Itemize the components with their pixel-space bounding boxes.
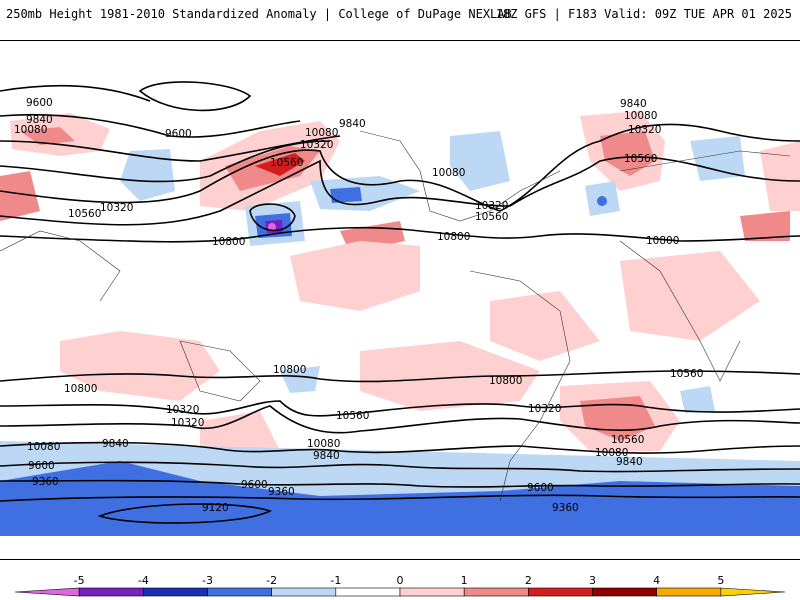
contour-label: 10320 (475, 200, 508, 212)
contour-label: 10800 (273, 364, 306, 376)
contour-label: 10800 (646, 235, 679, 247)
contour-label: 9360 (552, 502, 579, 514)
contour-label: 9360 (32, 476, 59, 488)
colorbar-swatches (14, 587, 786, 597)
contour-label: 10560 (68, 208, 101, 220)
colorbar-labels: -5 -4 -3 -2 -1 0 1 2 3 4 5 (74, 574, 725, 587)
colorbar-tick-label: 4 (653, 574, 660, 587)
contour-label: 10560 (670, 368, 703, 380)
contour-label: 9120 (202, 502, 229, 514)
contour-label: 10800 (437, 231, 470, 243)
colorbar-tick-label: 3 (589, 574, 596, 587)
contour-label: 10080 (624, 110, 657, 122)
coastlines (0, 130, 791, 502)
negative-anomaly-shading (0, 131, 800, 536)
colorbar-swatch (78, 587, 144, 597)
contour-label: 10320 (528, 403, 561, 415)
contour-label: 10800 (212, 236, 245, 248)
colorbar-swatch (656, 587, 722, 597)
contour-label: 10560 (475, 211, 508, 223)
contour-label: 10080 (27, 441, 60, 453)
contour-label: 10320 (171, 417, 204, 429)
contour-label: 10080 (307, 438, 340, 450)
contour-label: 10800 (64, 383, 97, 395)
colorbar-swatch (720, 587, 786, 597)
colorbar-swatch (528, 587, 593, 597)
run-info: 18Z GFS | F183 Valid: 09Z TUE APR 01 202… (495, 7, 792, 21)
contour-label: 9840 (620, 98, 647, 110)
contour-label: 10560 (270, 157, 303, 169)
colorbar-swatch (207, 587, 272, 597)
colorbar-swatch (14, 587, 80, 597)
contour-label: 10320 (300, 139, 333, 151)
contour-label: 9600 (241, 479, 268, 491)
colorbar-scale: -5 -4 -3 -2 -1 0 1 2 3 4 5 (14, 574, 786, 597)
contour-label: 10320 (100, 202, 133, 214)
contour-label: 10080 (432, 167, 465, 179)
contour-label: 9840 (102, 438, 129, 450)
contour-label: 10800 (489, 375, 522, 387)
contour-label: 10320 (628, 124, 661, 136)
chart-title: 250mb Height 1981-2010 Standardized Anom… (6, 7, 512, 21)
colorbar-tick-label: -3 (202, 574, 213, 587)
contour-label: 9600 (165, 128, 192, 140)
colorbar-swatch (399, 587, 465, 597)
positive-anomaly-shading (0, 111, 800, 471)
contour-label: 9600 (527, 482, 554, 494)
contour-label: 10080 (595, 447, 628, 459)
colorbar-tick-label: 0 (397, 574, 404, 587)
colorbar-swatch (271, 587, 337, 597)
contour-label: 10080 (305, 127, 338, 139)
contour-label-group: 9600 9840 10080 9600 9840 10080 10320 10… (14, 97, 703, 514)
contour-label: 9840 (616, 456, 643, 468)
contour-label: 9600 (28, 460, 55, 472)
colorbar-tick-label: -1 (330, 574, 341, 587)
contour-label: 9840 (26, 114, 53, 126)
contour-label: 10560 (336, 410, 369, 422)
colorbar-tick-label: -5 (74, 574, 85, 587)
colorbar-swatch (335, 587, 401, 597)
map-canvas: 9600 9840 10080 9600 9840 10080 10320 10… (0, 81, 800, 536)
colorbar-tick-label: -4 (138, 574, 149, 587)
colorbar-tick-label: -2 (266, 574, 277, 587)
contour-label: 10320 (166, 404, 199, 416)
contour-label: 9840 (313, 450, 340, 462)
colorbar-tick-label: 5 (717, 574, 724, 587)
colorbar-tick-label: 1 (461, 574, 468, 587)
colorbar-swatch (592, 587, 657, 597)
contour-label: 9840 (339, 118, 366, 130)
contour-label: 10080 (14, 124, 47, 136)
colorbar-tick-label: 2 (525, 574, 532, 587)
colorbar-swatch (143, 587, 208, 597)
contour-label: 10560 (624, 153, 657, 165)
contour-label: 9360 (268, 486, 295, 498)
height-contours (0, 81, 800, 524)
contour-label: 9600 (26, 97, 53, 109)
contour-label: 10560 (611, 434, 644, 446)
colorbar-swatch (463, 587, 529, 597)
map-panel: 9600 9840 10080 9600 9840 10080 10320 10… (0, 40, 800, 560)
